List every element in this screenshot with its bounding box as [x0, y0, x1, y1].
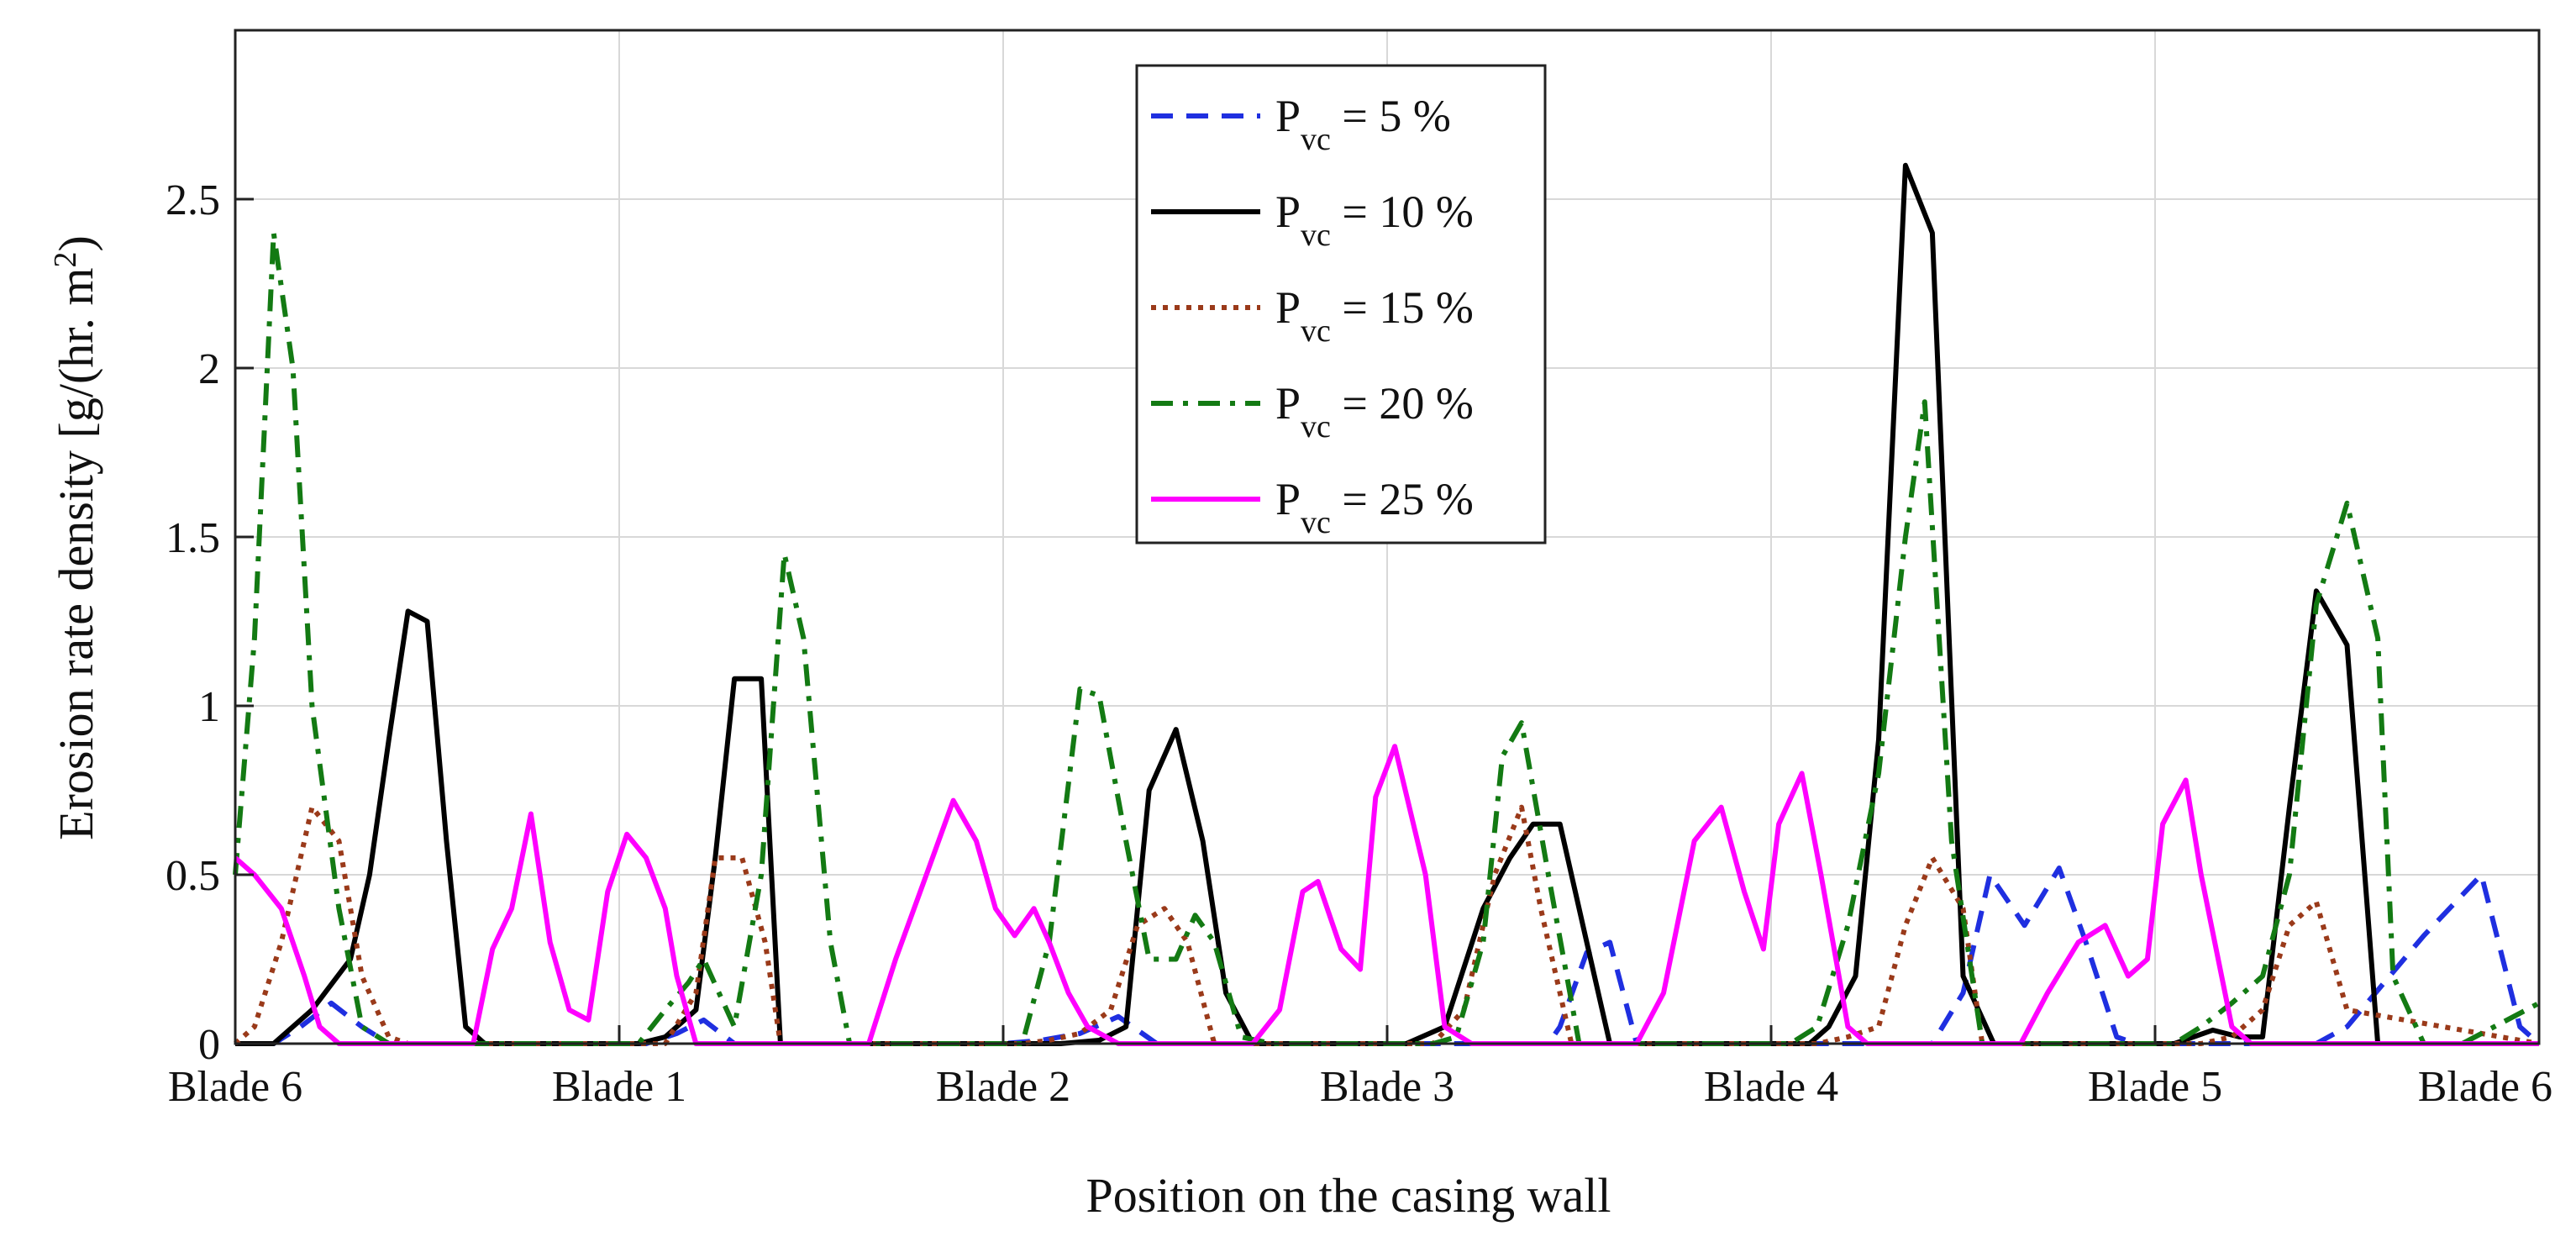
legend-label-rest: = 10 % — [1331, 187, 1474, 237]
y-axis-title-close: ) — [49, 235, 103, 251]
y-tick-label: 2 — [198, 345, 220, 393]
legend-label-sub: vc — [1301, 313, 1331, 349]
legend-label-4: Pvc = 20 % — [1275, 378, 1474, 445]
legend-label-base: P — [1275, 282, 1301, 333]
legend-label-base: P — [1275, 474, 1301, 524]
y-tick-label: 1 — [198, 683, 220, 731]
legend-label-sub: vc — [1301, 505, 1331, 540]
y-tick-label: 2.5 — [166, 176, 220, 224]
y-axis-title-main: Erosion rate density [g/(hr. m — [49, 267, 103, 839]
x-tick-label: Blade 6 — [168, 1063, 302, 1111]
x-tick-label: Blade 6 — [2418, 1063, 2552, 1111]
legend-label-rest: = 20 % — [1331, 378, 1474, 429]
legend-label-rest: = 25 % — [1331, 474, 1474, 524]
legend-box — [1135, 64, 1547, 545]
legend-label-3: Pvc = 15 % — [1275, 282, 1474, 349]
y-tick-label: 0 — [198, 1021, 220, 1069]
legend-label-sub: vc — [1301, 409, 1331, 445]
legend-label-2: Pvc = 10 % — [1275, 187, 1474, 253]
x-tick-label: Blade 4 — [1704, 1063, 1838, 1111]
x-axis-title: Position on the casing wall — [1086, 1168, 1611, 1223]
y-axis-title: Erosion rate density [g/(hr. m2) — [48, 235, 103, 840]
legend-label-sub: vc — [1301, 122, 1331, 157]
legend-label-base: P — [1275, 91, 1301, 141]
x-axis-ticks: Blade 6 Blade 1 Blade 2 Blade 3 Blade 4 Blade… — [168, 1025, 2552, 1111]
y-tick-label: 0.5 — [166, 852, 220, 900]
x-tick-label: Blade 1 — [552, 1063, 686, 1111]
y-axis-ticks: 0 0.5 1 1.5 2 2.5 — [166, 176, 254, 1069]
legend-label-base: P — [1275, 378, 1301, 429]
x-tick-label: Blade 2 — [936, 1063, 1070, 1111]
legend-label-rest: = 15 % — [1331, 282, 1474, 333]
x-tick-label: Blade 5 — [2088, 1063, 2222, 1111]
legend-label-base: P — [1275, 187, 1301, 237]
legend-label-1: Pvc = 5 % — [1275, 91, 1451, 157]
legend-label-5: Pvc = 25 % — [1275, 474, 1474, 540]
legend: Pvc = 5 %Pvc = 10 %Pvc = 15 %Pvc = 20 %P… — [1135, 64, 1547, 545]
legend-label-sub: vc — [1301, 218, 1331, 253]
y-axis-title-superscript: 2 — [48, 251, 83, 267]
legend-label-rest: = 5 % — [1331, 91, 1451, 141]
y-tick-label: 1.5 — [166, 514, 220, 562]
x-tick-label: Blade 3 — [1320, 1063, 1454, 1111]
